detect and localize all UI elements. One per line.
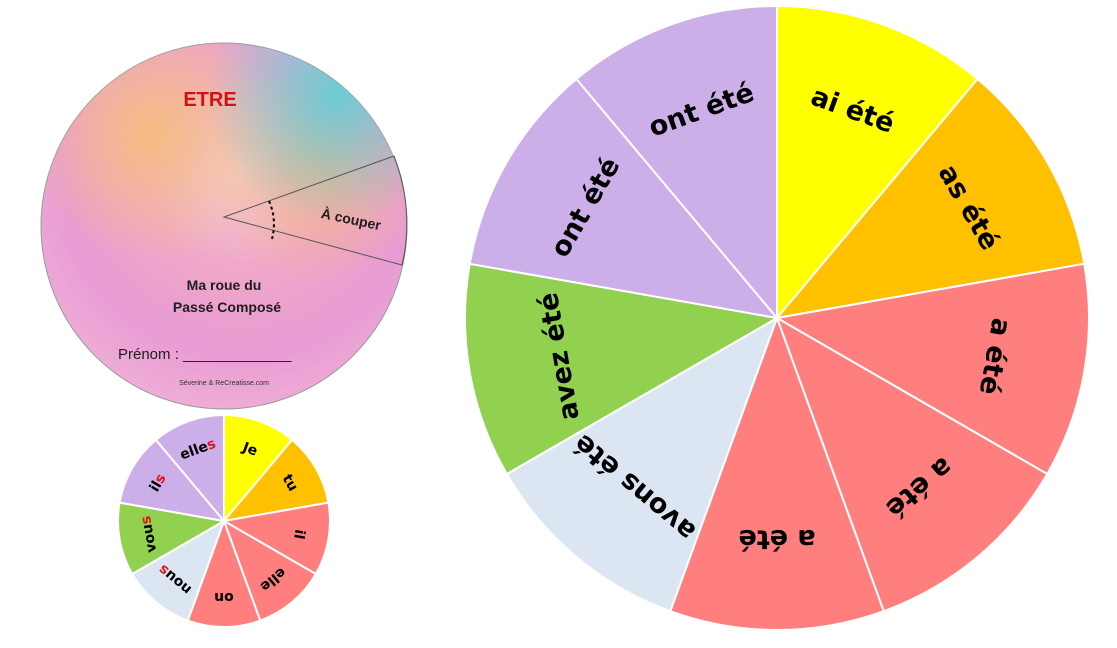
pronoun-label: tu — [279, 472, 301, 494]
cut-window-outline — [222, 155, 408, 266]
pronoun-label: vous — [138, 515, 160, 554]
subtitle-line-2: Passé Composé — [173, 299, 281, 315]
verb-label: a été — [738, 524, 815, 555]
cover-wheel: ETRE À couper Ma roue du Passé Composé P… — [40, 42, 408, 410]
subtitle-line-1: Ma roue du — [187, 277, 262, 293]
cover-title: ETRE — [183, 89, 236, 111]
pronoun-label: il — [290, 528, 307, 540]
cut-dotted-arc — [268, 200, 275, 240]
pronoun-rim — [117, 414, 331, 628]
pronoun-label: on — [214, 589, 234, 605]
credit-text: Séverine & ReCreatisse.com — [179, 380, 269, 387]
pronoun-label: Je — [239, 439, 259, 459]
prenom-label: Prénom : _____________ — [118, 346, 292, 363]
verb-rim — [464, 5, 1090, 631]
